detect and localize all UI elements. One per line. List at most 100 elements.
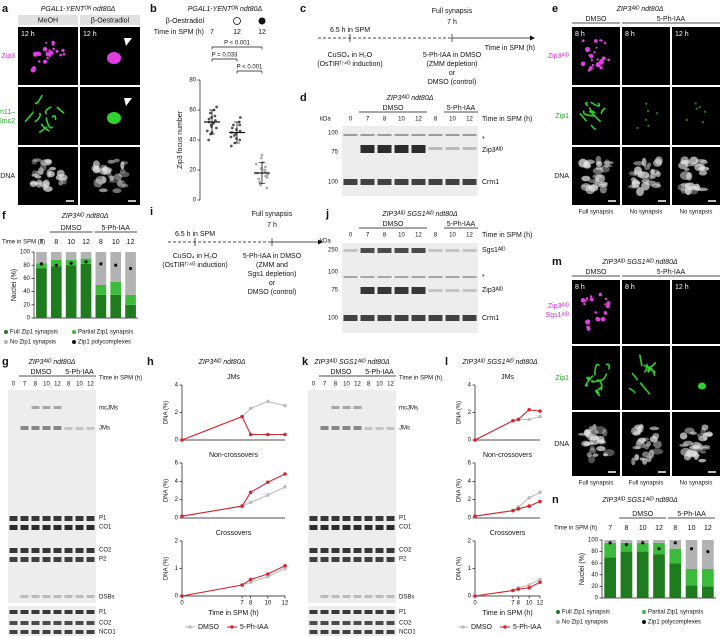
chromatin <box>592 453 599 457</box>
axis-label: Time in SPM (h) <box>482 232 532 239</box>
category-label: 8 <box>673 525 677 532</box>
gel-band <box>20 610 29 614</box>
chromatin <box>119 168 126 174</box>
row-label: DNA <box>554 441 569 448</box>
gel-band <box>320 621 329 625</box>
lane-label: 7 <box>366 233 370 239</box>
fibre <box>639 382 651 395</box>
lane-label: 0 <box>349 233 353 239</box>
bar-segment <box>636 542 649 552</box>
focus <box>584 299 587 302</box>
gel-band <box>428 315 443 321</box>
gel-band <box>411 248 426 253</box>
chromatin <box>636 439 645 445</box>
gel-band <box>75 557 84 562</box>
chromatin <box>696 433 705 438</box>
bar-segment <box>95 285 107 295</box>
gel-band <box>394 179 409 185</box>
data-point <box>230 126 234 130</box>
timeline-label: 6.5 h in SPM <box>330 27 370 34</box>
focus <box>694 102 697 105</box>
lane-label: 8 <box>67 382 71 388</box>
gel-band <box>42 548 51 553</box>
timeline-note: DMSO (control) <box>428 79 477 86</box>
focus <box>586 327 591 331</box>
band-label: JMs <box>399 426 410 432</box>
group-label: DMSO <box>383 105 405 112</box>
chromatin <box>603 453 608 457</box>
gel-band <box>42 557 51 562</box>
gel-band <box>411 287 426 294</box>
y-axis-label: Zip3 focus number <box>177 110 184 169</box>
data-point <box>257 177 261 181</box>
gel-band <box>331 426 340 430</box>
y-tick-label: 80 <box>591 549 598 555</box>
chromatin <box>693 185 702 192</box>
band-label: JMs <box>99 426 110 432</box>
chromatin <box>583 161 591 168</box>
timeline-note: (OsTIRᶠ⁷⁴ᴳ induction) <box>317 61 382 68</box>
fibre <box>628 387 636 394</box>
data-point <box>260 153 264 157</box>
focus <box>61 48 65 53</box>
chromatin <box>34 175 42 179</box>
timeline-note: or <box>269 280 276 287</box>
chromatin <box>117 179 126 189</box>
gel-band <box>331 406 340 409</box>
chromatin <box>592 424 597 430</box>
unit-label: kDa <box>320 239 331 245</box>
chart-title: JMs <box>501 374 514 381</box>
genotype: ZIP3ᴬᴵᴰ ndt80Δ <box>61 212 109 220</box>
genotype: ZIP3ᴬᴵᴰ SGS1ᴬᴵᴰ ndt80Δ <box>601 258 678 266</box>
fibre <box>44 106 52 115</box>
data-point <box>210 125 213 128</box>
micrograph <box>572 346 620 410</box>
gel-band <box>360 179 375 185</box>
panel-letter: l <box>445 356 448 368</box>
focus <box>603 41 607 45</box>
legend-label: Full Zip1 synapsis <box>562 610 610 616</box>
gel-band <box>42 516 51 521</box>
gel-band <box>386 630 395 634</box>
panel-letter: a <box>2 3 9 15</box>
focus <box>596 58 599 61</box>
data-point <box>213 114 217 118</box>
legend-label: Full Zip1 synapsis <box>10 330 58 336</box>
fibre <box>38 125 48 134</box>
category-label: 12 <box>655 525 663 532</box>
data-point <box>624 543 629 547</box>
chromatin <box>651 183 662 188</box>
data-point <box>254 162 258 166</box>
bar-segment <box>80 252 92 259</box>
gel-band <box>386 621 395 625</box>
gel-band <box>53 557 62 562</box>
band-label: CO2 <box>99 621 112 627</box>
y-tick-label: 20 <box>591 584 598 590</box>
y-tick-label: 40 <box>189 138 196 144</box>
gel-band <box>42 426 51 430</box>
y-tick-label: 2 <box>175 497 179 503</box>
chromatin <box>683 440 694 446</box>
lane-label: 12 <box>354 382 361 388</box>
series-line <box>181 486 286 517</box>
y-tick-label: 4 <box>468 383 472 389</box>
focus <box>591 64 595 67</box>
data-point <box>283 566 287 571</box>
data-point <box>527 407 531 412</box>
data-point <box>248 432 253 437</box>
arrowhead <box>318 239 323 245</box>
focus <box>585 46 591 53</box>
gel-band <box>64 595 73 598</box>
gel-band <box>320 557 329 562</box>
chromatin <box>58 180 63 186</box>
data-point <box>263 170 267 173</box>
gel-band <box>353 525 362 530</box>
focus <box>51 43 55 46</box>
time-label: 8 h <box>575 284 585 291</box>
gel-band <box>31 610 40 614</box>
focus <box>35 51 40 56</box>
band-label: CO1 <box>99 525 112 531</box>
category-label: 10 <box>639 525 647 532</box>
data-point <box>283 472 287 476</box>
band-label: Zip3ᴬᴵᴰ <box>482 146 503 154</box>
